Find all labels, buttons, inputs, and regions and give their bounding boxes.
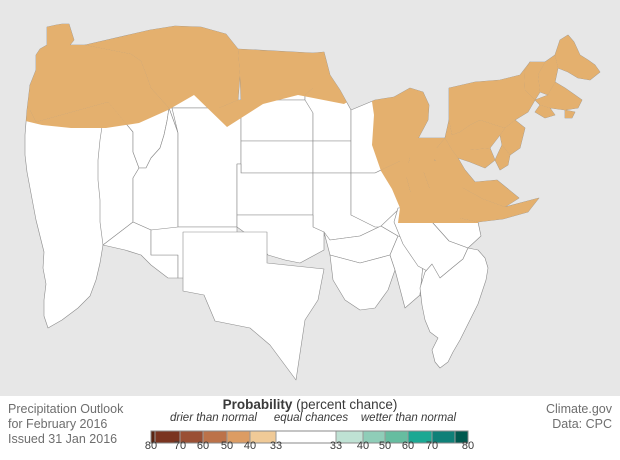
svg-text:70: 70 (174, 440, 186, 452)
svg-text:70: 70 (426, 440, 438, 452)
svg-text:60: 60 (197, 440, 209, 452)
svg-text:60: 60 (402, 440, 414, 452)
svg-text:80: 80 (462, 440, 474, 452)
svg-text:40: 40 (244, 440, 256, 452)
svg-text:50: 50 (379, 440, 391, 452)
svg-text:33: 33 (330, 440, 342, 452)
svg-text:50: 50 (221, 440, 233, 452)
svg-text:40: 40 (357, 440, 369, 452)
svg-text:80: 80 (145, 440, 157, 452)
svg-text:33: 33 (270, 440, 282, 452)
